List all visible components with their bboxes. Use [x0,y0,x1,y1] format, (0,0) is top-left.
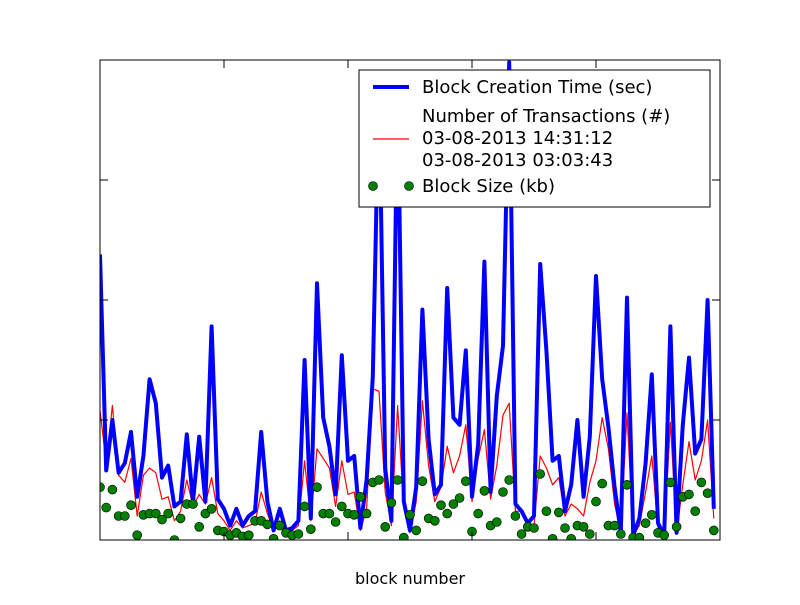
data-point [392,475,403,485]
data-point [163,508,173,519]
data-point [299,501,310,512]
data-point [417,476,428,487]
data-point [244,530,254,540]
data-point [107,484,118,495]
data-point [324,508,335,519]
data-point [634,532,645,540]
data-point [690,506,701,517]
data-point [702,488,713,499]
data-point [448,499,459,509]
data-point [665,477,676,488]
legend-label: Number of Transactions (#) 03-08-2013 14:… [422,106,670,171]
data-point [566,534,576,540]
data-point [516,529,527,539]
data-point [504,475,515,485]
data-point [101,502,111,513]
data-point [622,479,632,490]
data-point [336,501,347,512]
data-point [640,518,651,529]
data-point [671,521,682,532]
data-point [268,534,279,540]
data-point [479,485,490,496]
legend-label-line: Block Creation Time (sec) [422,77,652,98]
data-point [560,523,570,533]
x-axis-label: block number [355,569,465,588]
legend-label-line: Number of Transactions (#) [422,106,670,127]
data-point [646,509,657,520]
data-point [597,478,608,489]
data-point [361,508,372,519]
legend-frame [358,69,711,208]
data-point [194,521,204,532]
data-point [169,535,180,540]
data-point [206,503,217,514]
data-point [132,530,142,540]
legend-label: Block Size (kb) [422,176,555,197]
data-point [529,523,539,533]
data-point [355,491,366,502]
data-point [436,500,446,511]
data-point [541,506,552,517]
data-point [411,525,422,536]
data-point [188,499,198,509]
data-point [442,508,453,519]
data-point [473,508,484,519]
data-point [578,521,589,532]
data-point [100,482,105,492]
series-layer [100,60,719,540]
data-point [498,487,508,497]
data-point [293,529,304,539]
data-point [615,529,626,539]
axis-ticks [99,59,721,541]
data-point [584,529,595,539]
data-point [262,519,273,530]
data-point [399,532,409,540]
data-point [609,520,620,531]
legend-label-line: 03-08-2013 14:31:12 [422,128,613,149]
legend: Block Creation Time (sec) Number of Trans… [358,69,711,208]
data-point [696,477,707,488]
data-point [151,508,161,519]
series-block-size-markers [100,469,719,540]
data-point [510,511,521,521]
legend-label: Block Creation Time (sec) [422,77,652,98]
legend-marker [404,181,414,191]
data-point [274,520,285,531]
data-point [386,497,397,508]
data-point [405,509,415,520]
data-point [312,482,322,493]
data-point [374,475,384,485]
data-point [684,489,694,500]
data-point [349,509,360,520]
legend-marker [368,181,378,191]
data-point [454,493,465,503]
data-point [460,476,471,487]
data-point [591,496,601,507]
data-point [708,525,719,536]
data-point [120,511,130,521]
data-point [659,530,669,540]
data-point [491,517,502,527]
data-point [305,524,316,535]
legend-label-line: 03-08-2013 03:03:43 [422,150,613,171]
legend-label-line: Block Size (kb) [422,176,555,197]
data-point [175,513,186,524]
data-point [330,517,341,527]
data-point [429,515,440,526]
data-point [547,534,558,540]
data-point [126,500,136,511]
data-point [380,521,391,532]
data-point [157,514,167,525]
data-point [535,469,546,479]
data-point [553,507,564,518]
